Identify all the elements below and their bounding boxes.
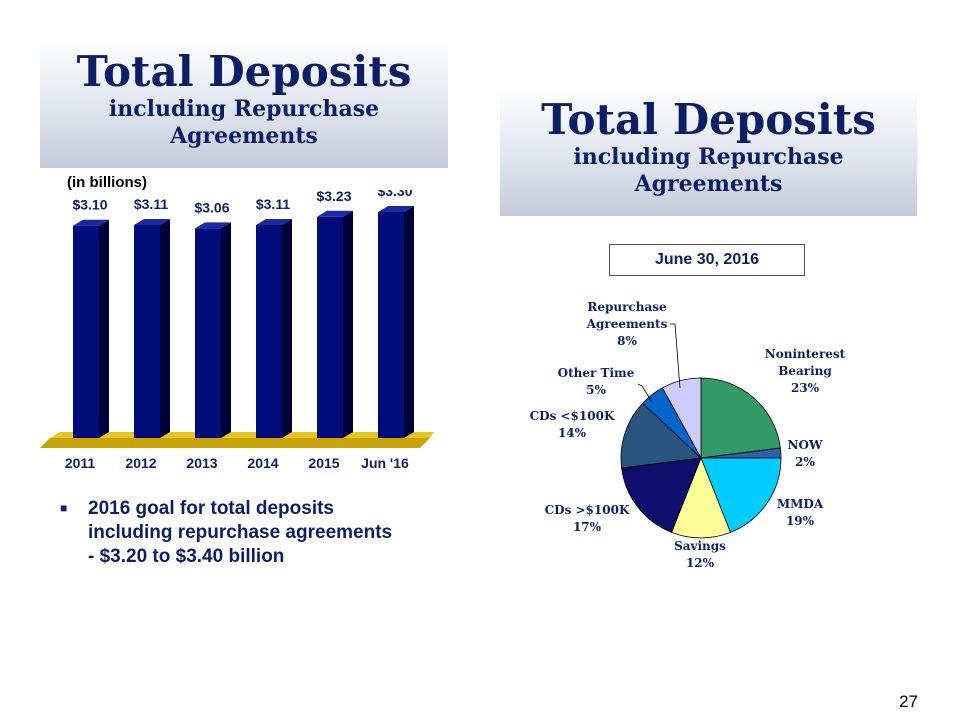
bar-front: [73, 225, 99, 438]
bar-top: [256, 219, 292, 226]
pie-slice-label: NOW 2%: [788, 438, 823, 469]
leader-line: [670, 323, 681, 389]
bar-value-label: $3.11: [256, 196, 290, 212]
date-label: June 30, 2016: [609, 244, 805, 276]
bar-value-label: $3.30: [377, 190, 412, 199]
left-title: Total Deposits: [76, 47, 412, 96]
bar-category-label: 2014: [247, 455, 278, 471]
bar-category-label: 2011: [65, 455, 96, 471]
bar-value-label: $3.10: [72, 197, 107, 213]
bar-top: [73, 219, 109, 226]
bar-category-label: 2013: [186, 455, 217, 471]
bar-top: [378, 206, 414, 212]
bar-category-label: Jun '16: [361, 455, 409, 471]
bar-chart: $3.10 2011 $3.11 2012 $3.06 2013 $3.11 2014 $3.2…: [40, 190, 434, 471]
bar-side: [160, 219, 170, 438]
bar-front: [195, 228, 221, 438]
chart-floor-top: [50, 432, 434, 438]
pie-slice-label: CDs >$100K 17%: [545, 503, 630, 534]
page-number: 27: [899, 692, 918, 711]
right-subtitle: including Repurchase Agreements: [573, 144, 844, 197]
bar-front: [317, 216, 343, 438]
bar-side: [99, 219, 109, 438]
bar-front: [256, 225, 282, 438]
bar-2011: [73, 219, 109, 438]
goal-text: 2016 goal for total deposits including r…: [88, 498, 393, 567]
pie-slice: [661, 377, 702, 459]
bar-category-label: 2015: [308, 455, 339, 471]
goal-bullet: ■ 2016 goal for total deposits including…: [60, 497, 460, 569]
bar-top: [134, 219, 170, 226]
bar-side: [221, 222, 231, 438]
bar-side: [404, 206, 414, 438]
units-label: (in billions): [67, 174, 147, 191]
right-title: Total Deposits: [541, 95, 876, 144]
pie-slice-label: Other Time 5%: [558, 366, 635, 397]
bar-side: [282, 219, 292, 438]
pie-slice: [671, 456, 731, 539]
bar-top: [195, 222, 231, 229]
pie-slice-label: Repurchase Agreements 8%: [586, 300, 668, 348]
bar-Jun '16: [378, 206, 414, 438]
bar-front: [378, 212, 404, 438]
chart-floor: [40, 438, 430, 448]
bar-front: [134, 225, 160, 438]
bar-side: [343, 210, 353, 438]
pie-slice: [621, 457, 702, 533]
right-title-box: Total Deposits including Repurchase Agre…: [500, 88, 917, 216]
bar-category-label: 2012: [125, 455, 156, 471]
bar-2015: [317, 210, 353, 438]
bar-2013: [195, 222, 231, 438]
left-subtitle: including Repurchase Agreements: [108, 96, 380, 149]
pie-slice-label: CDs <$100K 14%: [530, 409, 615, 440]
bar-top: [317, 210, 353, 217]
bar-value-label: $3.06: [194, 199, 229, 215]
leader-line: [637, 383, 653, 403]
pie-chart: Noninterest Bearing 23% NOW 2% MMDA 19% Savings…: [530, 300, 846, 570]
bar-2014: [256, 219, 292, 438]
pie-slice: [700, 377, 781, 459]
left-title-box: Total Deposits including Repurchase Agre…: [40, 40, 448, 168]
pie-slice: [700, 457, 782, 533]
bar-value-label: $3.23: [316, 190, 351, 204]
bar-2012: [134, 219, 170, 438]
bar-value-label: $3.11: [134, 196, 168, 212]
bullet-marker-icon: ■: [60, 501, 68, 515]
pie-slice-label: MMDA 19%: [777, 497, 824, 528]
pie-slice-label: Noninterest Bearing 23%: [765, 347, 846, 395]
pie-slice: [620, 402, 702, 469]
pie-slice-label: Savings 12%: [674, 539, 726, 570]
